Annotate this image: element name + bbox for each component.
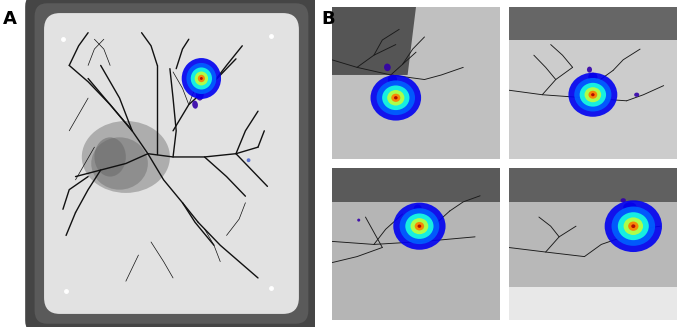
Ellipse shape [382,85,410,110]
Ellipse shape [388,75,397,84]
FancyBboxPatch shape [25,0,318,327]
Polygon shape [332,7,416,75]
Ellipse shape [391,94,400,102]
Text: B: B [321,10,335,28]
Bar [509,168,677,202]
Ellipse shape [415,222,424,231]
Ellipse shape [605,200,662,252]
Ellipse shape [417,225,421,228]
Ellipse shape [414,204,422,213]
Ellipse shape [631,224,635,228]
Ellipse shape [387,90,404,106]
Ellipse shape [196,89,204,101]
Ellipse shape [377,80,415,115]
Ellipse shape [634,93,640,97]
Ellipse shape [371,75,421,121]
Bar [509,287,677,320]
Ellipse shape [195,72,208,85]
Ellipse shape [624,217,643,235]
Ellipse shape [575,78,611,112]
Ellipse shape [585,87,601,102]
Ellipse shape [406,214,434,239]
Ellipse shape [192,101,198,109]
Ellipse shape [611,207,655,246]
Bar [509,7,677,40]
FancyBboxPatch shape [44,13,299,314]
Ellipse shape [191,67,212,90]
Ellipse shape [187,63,216,94]
Bar [332,168,500,202]
Ellipse shape [357,218,360,222]
Ellipse shape [588,91,597,99]
Ellipse shape [200,77,202,80]
Ellipse shape [587,67,592,73]
Ellipse shape [591,93,594,96]
Ellipse shape [620,198,626,202]
Ellipse shape [384,63,391,71]
Ellipse shape [393,203,445,250]
FancyBboxPatch shape [35,3,308,324]
Ellipse shape [568,73,617,117]
Ellipse shape [579,83,606,107]
Ellipse shape [182,58,221,99]
Ellipse shape [628,221,638,231]
Ellipse shape [91,137,148,190]
Ellipse shape [399,208,439,244]
Text: A: A [3,10,17,28]
Ellipse shape [618,212,649,240]
Ellipse shape [394,96,397,99]
Ellipse shape [410,218,428,234]
Ellipse shape [623,202,637,212]
Ellipse shape [94,137,126,177]
Ellipse shape [247,158,250,162]
Ellipse shape [198,75,205,82]
Ellipse shape [82,121,170,193]
Ellipse shape [588,73,598,82]
